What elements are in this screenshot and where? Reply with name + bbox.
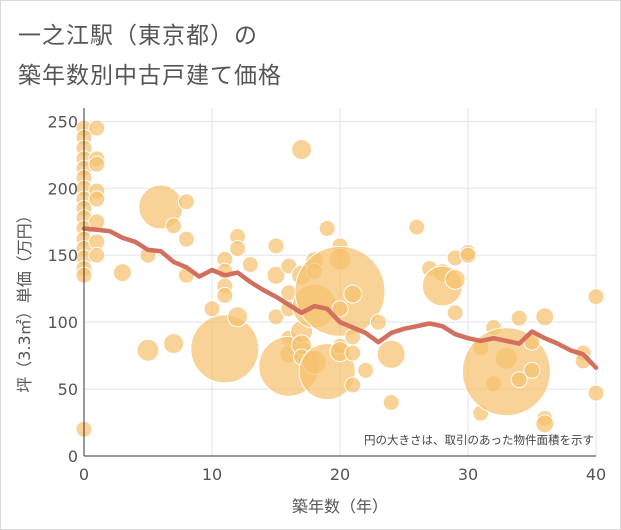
bubble-point — [203, 300, 221, 318]
bubble-point — [227, 306, 249, 328]
bubble-point — [446, 304, 464, 322]
bubble-point — [344, 344, 362, 362]
bubble-point — [408, 218, 426, 236]
x-tick-label: 40 — [586, 465, 606, 484]
bubble-point — [88, 246, 106, 264]
trend-line — [81, 226, 599, 370]
bubble-point — [510, 371, 528, 389]
chart-title-line-2: 築年数別中古戸建て価格 — [18, 63, 282, 89]
bubble-point — [88, 119, 106, 137]
bubble-point — [266, 265, 286, 285]
bubble-point — [523, 361, 541, 379]
bubble-point — [459, 246, 477, 264]
bubble-point — [112, 263, 132, 283]
y-tick-label: 50 — [58, 380, 78, 399]
bubble-point — [267, 308, 285, 326]
bubble-point — [369, 313, 387, 331]
bubble-point — [177, 230, 195, 248]
y-tick-label: 200 — [47, 179, 78, 198]
bubble-point — [587, 384, 605, 402]
y-axis-label: 坪（3.3㎡）単価（万円） — [15, 207, 34, 392]
bubble-point — [267, 237, 285, 255]
bubble-point — [331, 300, 349, 318]
bubble-point — [535, 414, 555, 434]
bubble-point — [291, 138, 313, 160]
bubble-point — [587, 288, 605, 306]
bubble-point — [88, 190, 106, 208]
bubble-point — [136, 338, 160, 362]
axes: 0 50 100 150 200 250 0 10 20 30 40 — [47, 108, 606, 484]
bubble-point — [229, 240, 247, 258]
bubble-point — [382, 393, 400, 411]
bubble-point — [376, 339, 406, 369]
bubble-point — [510, 309, 528, 327]
bubble-point — [165, 217, 183, 235]
bubble-point — [344, 376, 362, 394]
bubble-layer — [75, 119, 605, 438]
bubble-point — [343, 284, 363, 304]
bubble-point — [190, 314, 260, 384]
bubble-point — [216, 286, 234, 304]
bubble-point — [535, 307, 555, 327]
x-tick-label: 0 — [79, 465, 89, 484]
bubble-point — [444, 268, 466, 290]
bubble-point — [294, 245, 386, 337]
y-tick-label: 150 — [47, 246, 78, 265]
trend-line-layer — [81, 226, 599, 370]
bubble-point — [88, 155, 106, 173]
x-tick-label: 20 — [330, 465, 350, 484]
y-tick-label: 0 — [68, 447, 78, 466]
bubble-point — [357, 361, 375, 379]
chart-annotation: 円の大きさは、取引のあった物件面積を示す — [364, 433, 594, 447]
x-tick-label: 10 — [202, 465, 222, 484]
bubble-point — [318, 219, 336, 237]
bubble-point — [177, 193, 195, 211]
bubble-point — [241, 256, 259, 274]
y-tick-label: 100 — [47, 313, 78, 332]
x-tick-label: 30 — [458, 465, 478, 484]
y-tick-label: 250 — [47, 112, 78, 131]
bubble-point — [163, 333, 185, 355]
chart-title-line-1: 一之江駅（東京都）の — [18, 23, 258, 49]
x-axis-label: 築年数（年） — [292, 497, 388, 516]
